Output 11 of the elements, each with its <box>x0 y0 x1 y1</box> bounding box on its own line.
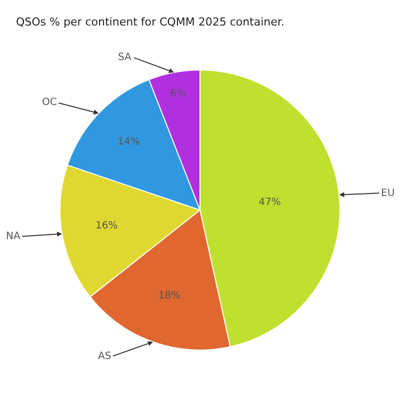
slice-label: EU <box>381 188 395 199</box>
data-label: 18% <box>158 290 180 302</box>
data-label: 6% <box>170 88 186 100</box>
data-label: 16% <box>96 220 118 232</box>
slice-label: AS <box>98 351 112 362</box>
data-label: 47% <box>258 196 281 208</box>
slice-label: OC <box>42 97 57 108</box>
slice-label: NA <box>6 231 20 242</box>
data-label: 14% <box>118 136 140 148</box>
slice-label: SA <box>118 52 132 63</box>
chart-title: QSOs % per continent for CQMM 2025 container. <box>16 16 284 29</box>
